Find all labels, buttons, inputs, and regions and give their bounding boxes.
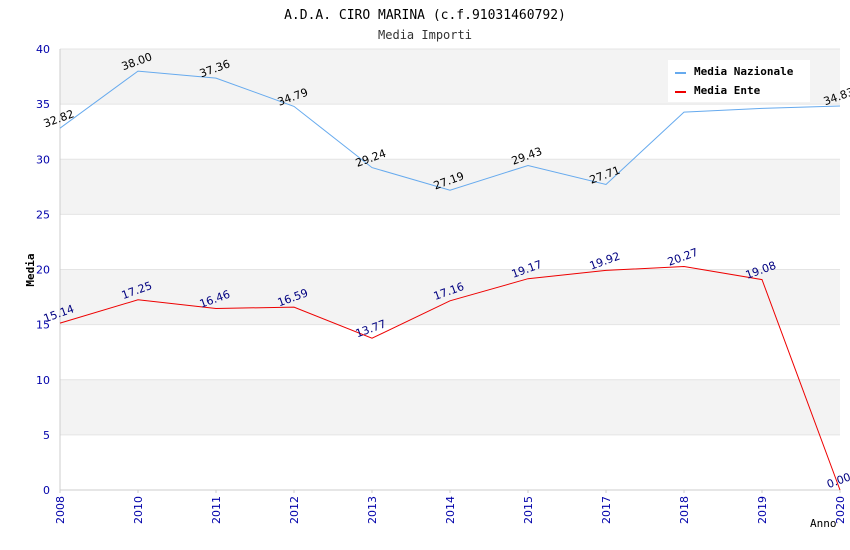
x-tick-label: 2013 bbox=[366, 496, 379, 524]
series-line-0 bbox=[59, 70, 841, 191]
x-tick-label: 2015 bbox=[522, 496, 535, 524]
x-tick-label: 2020 bbox=[834, 496, 847, 524]
y-tick-labels: 0 5 10 15 20 25 30 35 40 bbox=[36, 43, 50, 497]
x-axis-title: Anno bbox=[810, 517, 837, 530]
x-tick-label: 2017 bbox=[600, 496, 613, 524]
x-tick-label: 2018 bbox=[678, 496, 691, 524]
x-tick-label: 2014 bbox=[444, 496, 457, 524]
y-tick-label: 35 bbox=[36, 98, 50, 111]
grid-band bbox=[60, 269, 840, 325]
data-label: 20.27 bbox=[666, 246, 700, 269]
legend-box bbox=[668, 60, 810, 102]
x-tick-label: 2019 bbox=[756, 496, 769, 524]
y-tick-label: 20 bbox=[36, 264, 50, 277]
y-axis-title: Media bbox=[24, 253, 37, 286]
y-tick-label: 25 bbox=[36, 208, 50, 221]
x-tick-label: 2010 bbox=[132, 496, 145, 524]
data-label: 0.00 bbox=[825, 470, 850, 491]
grid-band bbox=[60, 379, 840, 435]
y-tick-label: 30 bbox=[36, 153, 50, 166]
legend-label-ente: Media Ente bbox=[694, 84, 761, 97]
y-tick-label: 10 bbox=[36, 374, 50, 387]
y-tick-label: 5 bbox=[43, 429, 50, 442]
chart-title: A.D.A. CIRO MARINA (c.f.91031460792) bbox=[284, 8, 566, 23]
y-tick-label: 0 bbox=[43, 484, 50, 497]
series-lines bbox=[59, 70, 841, 491]
legend: Media Nazionale Media Ente bbox=[668, 60, 810, 102]
legend-label-nazionale: Media Nazionale bbox=[694, 65, 794, 78]
x-tick-label: 2008 bbox=[54, 496, 67, 524]
y-tick-label: 40 bbox=[36, 43, 50, 56]
grid-band bbox=[60, 159, 840, 215]
grid-bands bbox=[60, 49, 840, 435]
x-tick-labels: 2008 2010 2011 2012 2013 2014 2015 2017 2018 2019… bbox=[54, 490, 847, 524]
gridlines bbox=[60, 48, 840, 436]
y-tick-label: 15 bbox=[36, 319, 50, 332]
x-tick-label: 2012 bbox=[288, 496, 301, 524]
series-line-1 bbox=[59, 265, 841, 491]
x-tick-label: 2011 bbox=[210, 496, 223, 524]
chart-subtitle: Media Importi bbox=[378, 28, 472, 42]
